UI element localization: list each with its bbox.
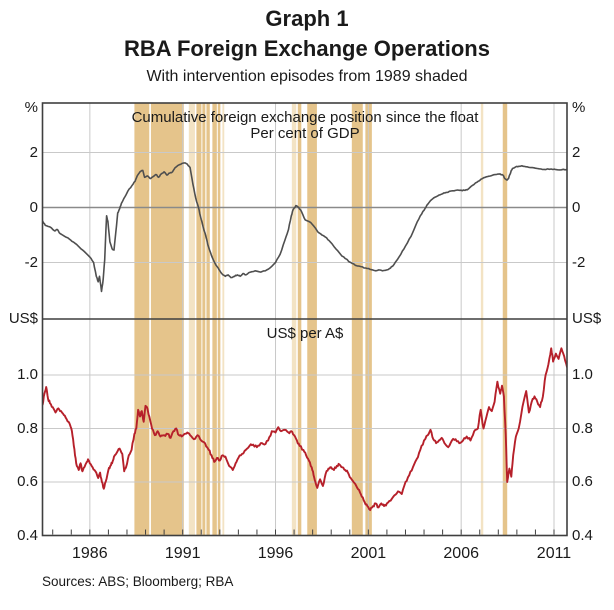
y-tick-label: 0.6 xyxy=(17,473,38,490)
top-panel-title: Cumulative foreign exchange position sin… xyxy=(131,109,479,126)
y-tick-label: -2 xyxy=(24,254,38,271)
graph-number: Graph 1 xyxy=(265,6,349,31)
unit-percent-right: % xyxy=(572,99,586,116)
graph-title: RBA Foreign Exchange Operations xyxy=(124,36,490,61)
x-tick-label: 1991 xyxy=(164,545,201,562)
graph-footnote: With intervention episodes from 1989 sha… xyxy=(146,68,468,85)
unit-usd-right: US$ xyxy=(572,310,602,327)
x-tick-label: 2001 xyxy=(350,545,387,562)
y-tick-label: 2 xyxy=(572,144,581,161)
y-tick-label: 0.4 xyxy=(17,527,38,544)
x-tick-label: 1986 xyxy=(72,545,108,562)
y-tick-label: 0.8 xyxy=(572,420,593,437)
y-tick-label: 0.4 xyxy=(572,527,593,544)
unit-usd-left: US$ xyxy=(8,310,38,327)
bottom-panel-title: US$ per A$ xyxy=(266,325,344,342)
sources-note: Sources: ABS; Bloomberg; RBA xyxy=(42,574,234,589)
y-tick-label: 0.6 xyxy=(572,473,593,490)
y-tick-label: 1.0 xyxy=(572,366,593,383)
y-tick-label: -2 xyxy=(572,254,586,271)
y-tick-label: 1.0 xyxy=(17,366,38,383)
x-tick-label: 2006 xyxy=(443,545,479,562)
x-tick-label: 1996 xyxy=(257,545,294,562)
y-tick-label: 0 xyxy=(572,199,581,216)
x-tick-label: 2011 xyxy=(536,545,572,562)
y-tick-label: 2 xyxy=(29,144,38,161)
y-tick-label: 0 xyxy=(29,199,38,216)
y-tick-label: 0.8 xyxy=(17,420,38,437)
top-panel-subtitle: Per cent of GDP xyxy=(250,125,360,142)
unit-percent-left: % xyxy=(24,99,38,116)
